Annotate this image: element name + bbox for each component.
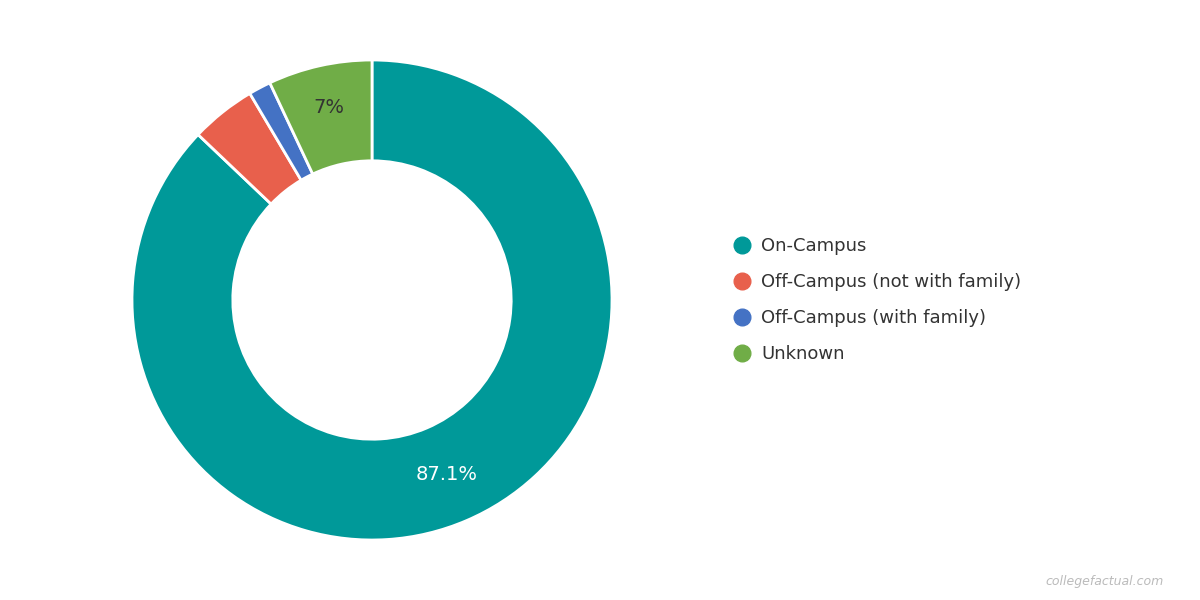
Text: 87.1%: 87.1% [415, 465, 478, 484]
Text: collegefactual.com: collegefactual.com [1045, 575, 1164, 588]
Wedge shape [198, 94, 301, 204]
Text: 7%: 7% [313, 98, 344, 118]
Wedge shape [250, 83, 313, 180]
Legend: On-Campus, Off-Campus (not with family), Off-Campus (with family), Unknown: On-Campus, Off-Campus (not with family),… [731, 230, 1028, 370]
Wedge shape [132, 60, 612, 540]
Wedge shape [270, 60, 372, 174]
